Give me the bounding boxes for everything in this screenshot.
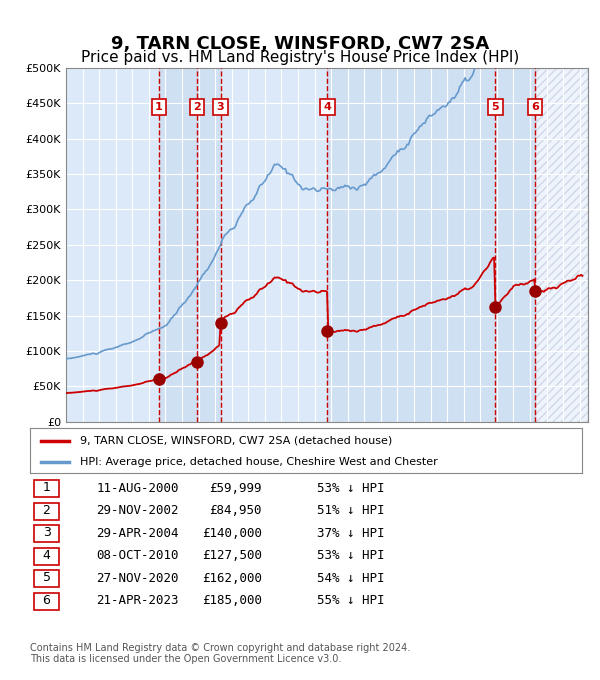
Text: 54% ↓ HPI: 54% ↓ HPI [317, 572, 385, 585]
FancyBboxPatch shape [34, 480, 59, 497]
Text: HPI: Average price, detached house, Cheshire West and Chester: HPI: Average price, detached house, Ches… [80, 456, 437, 466]
Text: 21-APR-2023: 21-APR-2023 [96, 594, 179, 607]
Bar [197, 68, 221, 422]
Bar [535, 68, 588, 422]
Text: 6: 6 [43, 594, 50, 607]
Bar [496, 68, 535, 422]
Bar [328, 68, 496, 422]
Text: 37% ↓ HPI: 37% ↓ HPI [317, 527, 385, 540]
Text: £162,000: £162,000 [202, 572, 262, 585]
Text: £127,500: £127,500 [202, 549, 262, 562]
Text: 3: 3 [217, 102, 224, 112]
Text: 55% ↓ HPI: 55% ↓ HPI [317, 594, 385, 607]
Text: 08-OCT-2010: 08-OCT-2010 [96, 549, 179, 562]
FancyBboxPatch shape [34, 525, 59, 542]
Text: 6: 6 [531, 102, 539, 112]
FancyBboxPatch shape [34, 548, 59, 564]
Text: 11-AUG-2000: 11-AUG-2000 [96, 482, 179, 495]
Text: 5: 5 [43, 571, 50, 584]
Bar [535, 68, 588, 422]
Text: 53% ↓ HPI: 53% ↓ HPI [317, 549, 385, 562]
Text: £185,000: £185,000 [202, 594, 262, 607]
Text: 1: 1 [43, 481, 50, 494]
Text: 2: 2 [43, 504, 50, 517]
Text: 9, TARN CLOSE, WINSFORD, CW7 2SA: 9, TARN CLOSE, WINSFORD, CW7 2SA [111, 35, 489, 53]
Bar [159, 68, 197, 422]
Text: 29-APR-2004: 29-APR-2004 [96, 527, 179, 540]
Text: 9, TARN CLOSE, WINSFORD, CW7 2SA (detached house): 9, TARN CLOSE, WINSFORD, CW7 2SA (detach… [80, 436, 392, 446]
FancyBboxPatch shape [34, 571, 59, 587]
Text: £84,950: £84,950 [209, 505, 262, 517]
Text: Contains HM Land Registry data © Crown copyright and database right 2024.
This d: Contains HM Land Registry data © Crown c… [30, 643, 410, 664]
Text: 4: 4 [43, 549, 50, 562]
Text: 27-NOV-2020: 27-NOV-2020 [96, 572, 179, 585]
Text: 51% ↓ HPI: 51% ↓ HPI [317, 505, 385, 517]
Text: 2: 2 [193, 102, 201, 112]
Text: 4: 4 [323, 102, 331, 112]
Text: 53% ↓ HPI: 53% ↓ HPI [317, 482, 385, 495]
Text: 5: 5 [491, 102, 499, 112]
Text: 1: 1 [155, 102, 163, 112]
Text: 29-NOV-2002: 29-NOV-2002 [96, 505, 179, 517]
Text: 3: 3 [43, 526, 50, 539]
Text: £59,999: £59,999 [209, 482, 262, 495]
FancyBboxPatch shape [34, 503, 59, 520]
FancyBboxPatch shape [34, 593, 59, 609]
Text: Price paid vs. HM Land Registry's House Price Index (HPI): Price paid vs. HM Land Registry's House … [81, 50, 519, 65]
Text: £140,000: £140,000 [202, 527, 262, 540]
